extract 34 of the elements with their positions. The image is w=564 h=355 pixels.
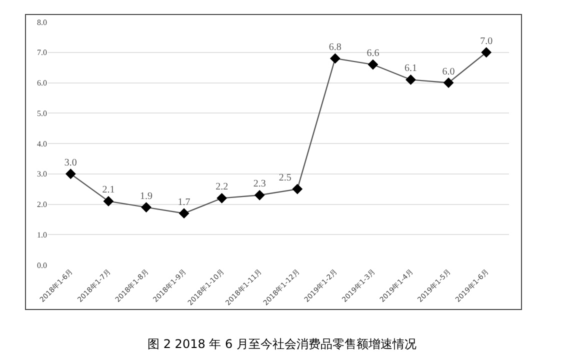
point	[216, 192, 228, 204]
point	[292, 184, 303, 194]
data-label: 7.0	[480, 36, 493, 47]
point	[103, 196, 114, 206]
y-tick-label: 1.0	[37, 230, 47, 240]
point	[141, 202, 152, 212]
data-label: 6.0	[442, 66, 455, 78]
y-tick-label: 5.0	[37, 108, 47, 118]
data-label: 2.2	[216, 182, 228, 193]
point	[481, 47, 492, 58]
point	[443, 78, 454, 88]
data-label: 1.9	[140, 190, 152, 202]
y-tick-label: 8.0	[37, 18, 47, 27]
point	[254, 190, 265, 200]
y-tick-label: 4.0	[37, 139, 47, 148]
data-label: 6.1	[404, 63, 417, 74]
data-label: 2.3	[253, 178, 266, 190]
y-tick-label: 6.0	[37, 78, 47, 88]
data-label: 3.0	[64, 157, 77, 168]
text: 图 2 2018 年 6 月至今社会消费品零售额增速情况	[148, 336, 416, 351]
y-tick-label: 2.0	[37, 200, 47, 210]
y-tick-label: 3.0	[37, 170, 47, 179]
data-label: 2.5	[278, 172, 292, 184]
point	[65, 168, 76, 180]
point	[330, 53, 340, 64]
data-label: 6.8	[328, 42, 342, 53]
y-tick-label: 7.0	[37, 48, 47, 58]
y-tick-label: 0.0	[37, 260, 47, 270]
data-label: 1.7	[178, 196, 190, 208]
data-label: 2.1	[102, 184, 115, 196]
point	[406, 74, 416, 85]
point	[178, 208, 190, 219]
data-label: 6.6	[366, 48, 380, 60]
point	[368, 59, 378, 70]
